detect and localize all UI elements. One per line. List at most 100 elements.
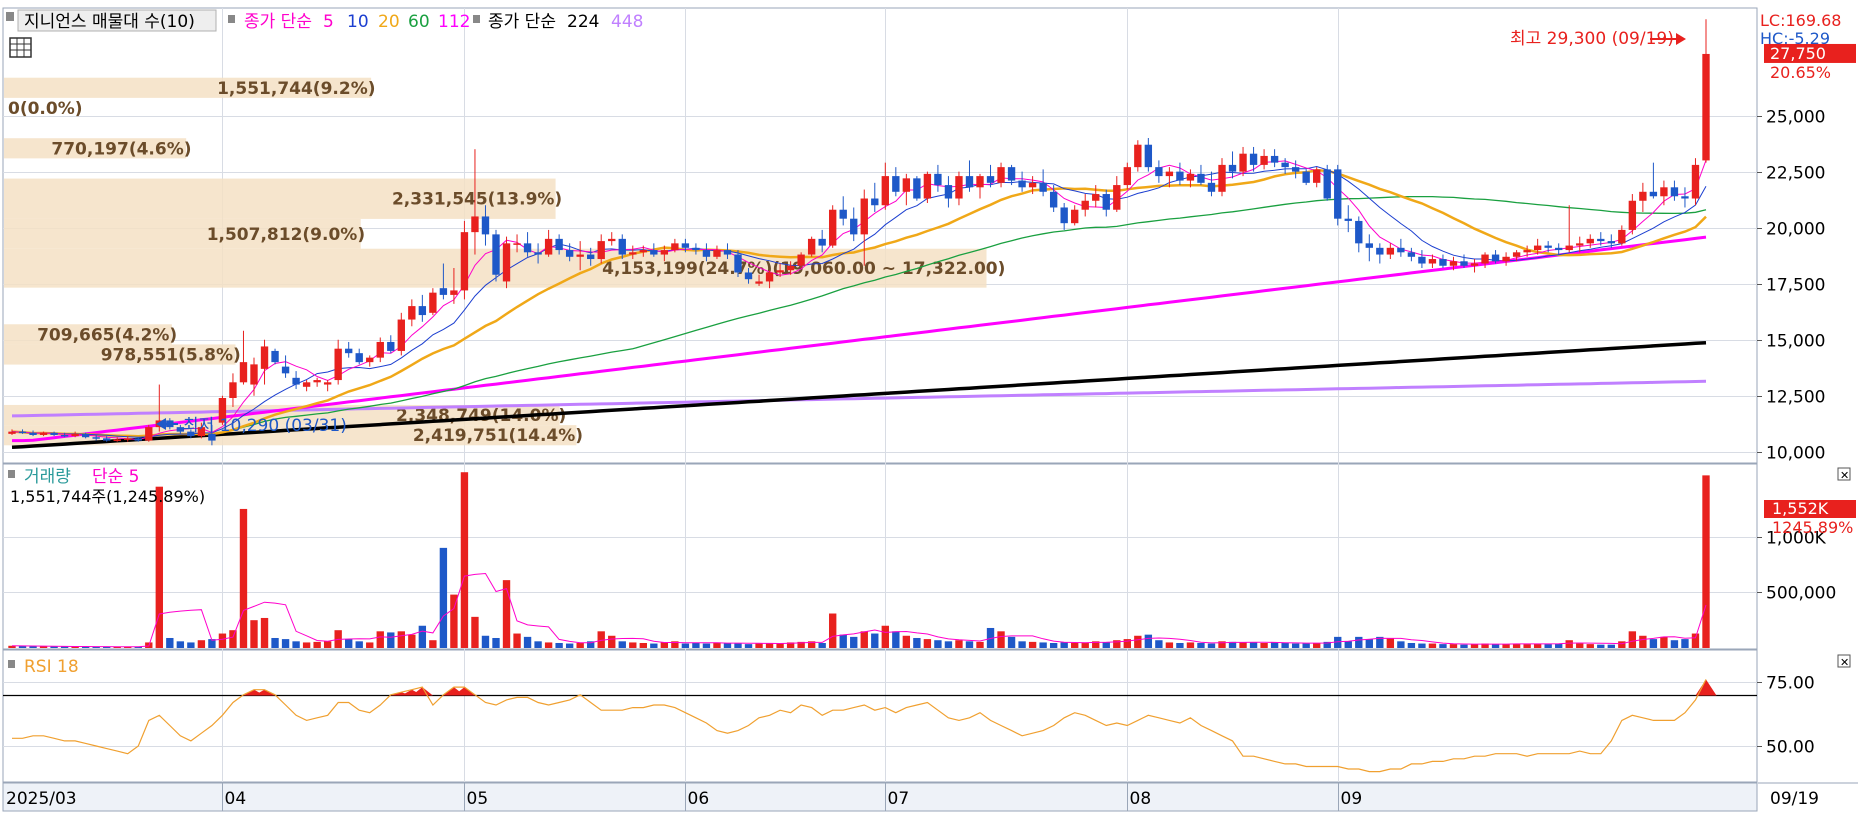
ma224-line	[11, 340, 1707, 450]
volume-bar	[1144, 634, 1153, 648]
ma10-line	[11, 165, 1707, 438]
ma10-label[interactable]: 10	[347, 12, 369, 32]
volume-bar	[460, 472, 469, 648]
candle-body	[765, 272, 774, 282]
volume-tick-label: 1,000K	[1766, 529, 1827, 549]
volume-bar	[713, 642, 721, 648]
volume-bar	[176, 641, 185, 648]
candle-body	[713, 250, 721, 257]
price-tick-label: 15,000	[1766, 332, 1825, 352]
candle-body	[39, 432, 48, 435]
candle-body	[481, 216, 490, 235]
ma5-label[interactable]: 5	[323, 12, 334, 32]
candle-body	[1544, 245, 1552, 248]
volume-bar	[944, 641, 953, 648]
candle-body	[692, 247, 700, 251]
candle-body	[302, 382, 311, 387]
volume-bar	[502, 580, 511, 648]
volume-bar	[565, 643, 574, 648]
candle-body	[1670, 187, 1679, 197]
volume-bar	[134, 646, 142, 648]
volume-last-tag: 1,552K	[1772, 499, 1829, 518]
volume-bar	[650, 643, 658, 648]
ma-group1-label[interactable]: 종가 단순	[244, 12, 312, 32]
ma112-label[interactable]: 112	[438, 12, 470, 32]
volume-bar	[1060, 642, 1068, 648]
volume-bar	[786, 642, 795, 648]
ma448-label[interactable]: 448	[611, 12, 643, 32]
candle-body	[1355, 220, 1363, 244]
volume-bar	[71, 646, 79, 648]
candle-body	[1649, 191, 1658, 197]
ma224-label[interactable]: 224	[567, 12, 599, 32]
volume-bar	[692, 642, 700, 648]
volume-bar	[1281, 642, 1289, 648]
rsi-close-icon[interactable]	[1837, 654, 1851, 668]
volume-bar	[1555, 643, 1563, 648]
volume-bar	[18, 645, 27, 648]
volume-bar	[1355, 636, 1363, 648]
volume-bar	[534, 641, 542, 648]
volume-bar	[39, 646, 48, 648]
volume-bar	[103, 646, 111, 648]
volume-bar	[113, 646, 121, 648]
vp-button-label[interactable]: 지니언스 매물대 수(10)	[24, 12, 195, 32]
volume-bar	[839, 634, 847, 648]
candle-body	[429, 292, 437, 313]
volume-bar	[639, 642, 647, 648]
table-grid-icon[interactable]	[9, 37, 32, 58]
candle-body	[639, 250, 647, 253]
volume-bar	[1523, 644, 1531, 648]
last-price-tag: 27,750	[1770, 44, 1826, 63]
x-axis-frame	[2, 782, 1758, 812]
volume-title[interactable]: 거래량	[24, 467, 71, 487]
rsi-close-icon-glyph[interactable]: ✕	[1840, 656, 1849, 669]
vp-button[interactable]	[17, 9, 217, 32]
candle-body	[1018, 180, 1026, 188]
volume-close-icon[interactable]	[1837, 467, 1851, 481]
candle-body	[671, 243, 679, 251]
rsi-title[interactable]: RSI 18	[24, 657, 79, 677]
ma20-label[interactable]: 20	[378, 12, 400, 32]
volume-profile-bar	[4, 138, 187, 159]
volume-bar	[755, 643, 763, 648]
candle-body	[1586, 238, 1594, 244]
volume-bar	[871, 633, 879, 648]
volume-ma-label[interactable]: 단순 5	[92, 467, 140, 487]
rsi-overbought-fill	[1695, 679, 1717, 696]
volume-bar	[860, 631, 868, 648]
ma60-label[interactable]: 60	[408, 12, 430, 32]
volume-panel-header: 거래량 단순 5 1,551,744주(1,245.89%) ✕ 1,552K …	[8, 467, 1856, 537]
volume-bar	[124, 646, 132, 648]
x-axis-label: 2025/03	[6, 789, 77, 809]
volume-tick-label: 500,000	[1766, 584, 1836, 604]
volume-bar	[1186, 642, 1195, 648]
candle-body	[450, 290, 458, 295]
candle-body	[1081, 200, 1089, 210]
candle-body	[1681, 196, 1689, 199]
volume-bar	[450, 594, 458, 648]
candle-body	[618, 238, 626, 255]
volume-bar	[1197, 642, 1205, 648]
rsi-panel-header: RSI 18 ✕	[8, 654, 1851, 677]
volume-bar	[1302, 643, 1310, 648]
candle-body	[986, 176, 995, 183]
volume-bar	[1239, 642, 1247, 648]
candle-body	[366, 357, 374, 363]
candle-body	[1533, 245, 1542, 251]
candle-body	[1186, 173, 1195, 181]
volume-close-icon-glyph[interactable]: ✕	[1840, 469, 1849, 482]
price-tick-label: 25,000	[1766, 108, 1825, 128]
candle-body	[755, 281, 763, 284]
candle-body	[1618, 229, 1626, 244]
candle-body	[271, 350, 279, 363]
volume-profile-label: 770,197(4.6%)	[51, 139, 191, 159]
volume-bar	[155, 486, 163, 648]
candle-body	[471, 216, 479, 233]
ma-group2-label[interactable]: 종가 단순	[488, 12, 556, 32]
volume-bar	[366, 642, 374, 648]
candle-body	[955, 176, 963, 199]
candle-body	[723, 250, 732, 255]
candle-body	[1281, 162, 1289, 168]
